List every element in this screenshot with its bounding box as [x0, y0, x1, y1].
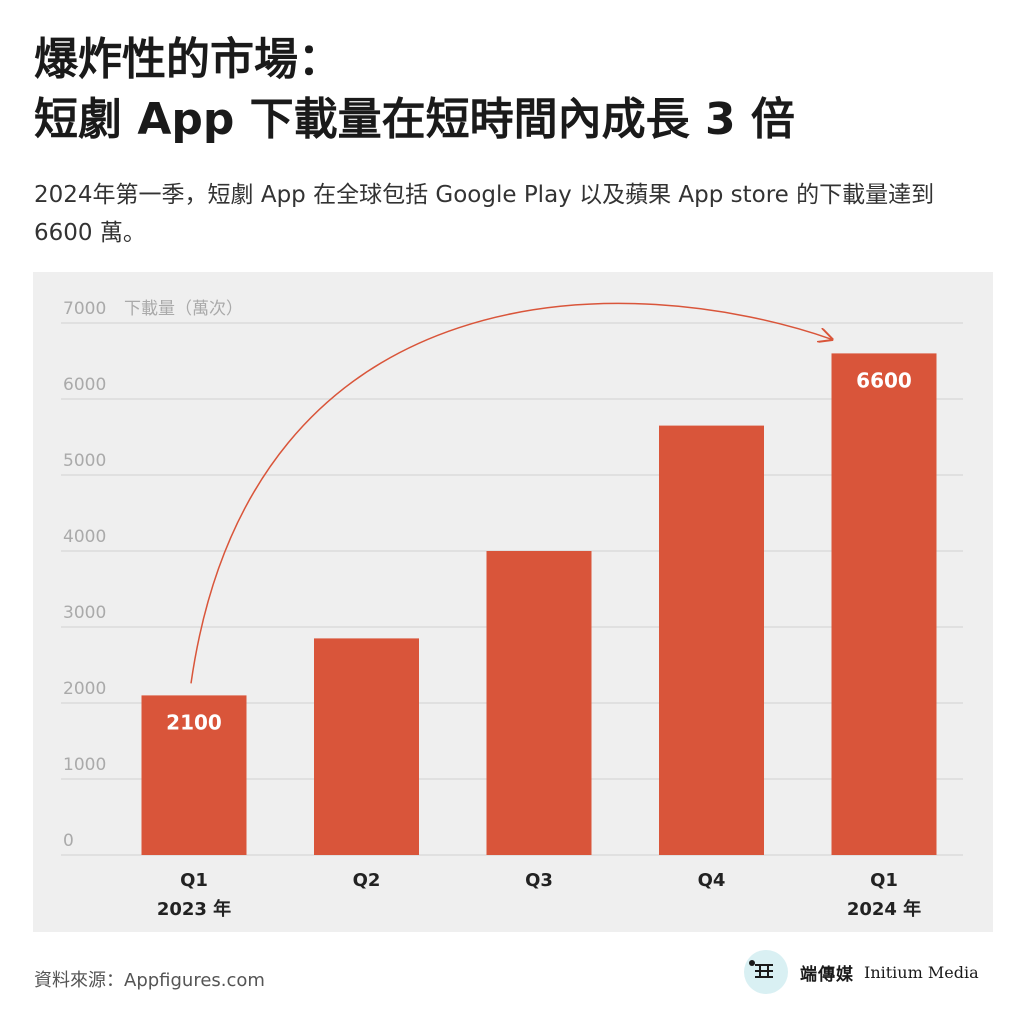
logo-name-en: Initium Media [864, 962, 979, 982]
growth-arrow [190, 302, 832, 684]
title-line-2: 短劇 App 下載量在短時間內成長 3 倍 [34, 94, 795, 145]
bar-value-label: 6600 [856, 368, 912, 392]
bar [659, 425, 764, 855]
x-tick-label: Q4 [698, 870, 726, 891]
title-line-1: 爆炸性的市場： [34, 34, 342, 85]
x-tick-label: Q3 [525, 870, 553, 891]
y-axis-ticks: 0 1000 2000 3000 4000 5000 6000 7000 [63, 299, 106, 851]
chart-subtitle: 2024年第一季，短劇 App 在全球包括 Google Play 以及蘋果 A… [34, 182, 935, 246]
x-tick-label: Q2 [353, 870, 381, 891]
bars [141, 353, 937, 855]
data-labels: 2100 6600 [166, 368, 912, 734]
y-tick-label: 7000 [63, 299, 106, 319]
bar-chart: 0 1000 2000 3000 4000 5000 6000 7000 下載量（萬次） 21… [61, 299, 963, 920]
chart-panel: 0 1000 2000 3000 4000 5000 6000 7000 下載量（萬次） 21… [33, 272, 993, 932]
bar-value-label: 2100 [166, 710, 222, 734]
x-tick-label: Q1 [180, 870, 208, 891]
initium-logo-mark [744, 950, 788, 994]
y-tick-label: 4000 [63, 527, 106, 547]
bar [141, 695, 247, 855]
logo-glyph-icon [749, 960, 773, 978]
bar [486, 551, 592, 855]
y-tick-label: 1000 [63, 755, 106, 775]
source-note: 資料來源：Appfigures.com [34, 970, 265, 991]
y-tick-label: 6000 [63, 375, 106, 395]
x-tick-year-label: 2024 年 [847, 898, 921, 920]
x-tick-label: Q1 [870, 870, 898, 891]
y-axis-label: 下載量（萬次） [124, 299, 243, 319]
x-axis-ticks: Q1 2023 年 Q2 Q3 Q4 Q1 2024 年 [157, 870, 921, 920]
bar [314, 638, 419, 855]
y-tick-label: 0 [63, 831, 74, 851]
logo-name-zh: 端傳媒 [800, 964, 854, 985]
publisher-logo: 端傳媒 Initium Media [744, 948, 979, 996]
y-tick-label: 5000 [63, 451, 106, 471]
x-tick-year-label: 2023 年 [157, 898, 231, 920]
bar [831, 353, 937, 855]
chart-title: 爆炸性的市場： 短劇 App 下載量在短時間內成長 3 倍 [34, 30, 994, 150]
y-tick-label: 2000 [63, 679, 106, 699]
y-tick-label: 3000 [63, 603, 106, 623]
